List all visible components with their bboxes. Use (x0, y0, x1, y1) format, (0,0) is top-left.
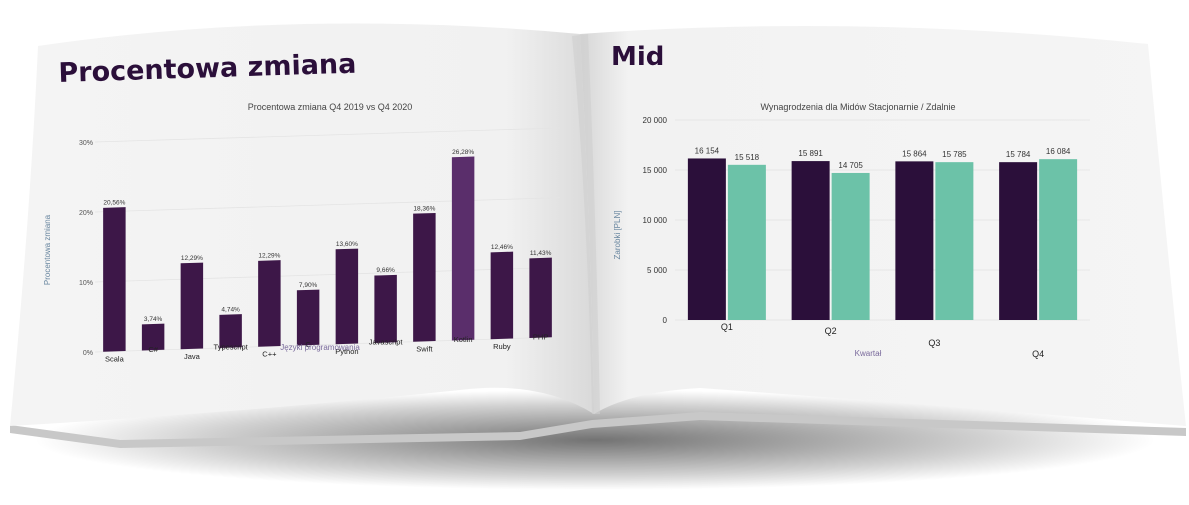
left-bar (413, 212, 436, 342)
left-x-tick-label: C (305, 340, 311, 349)
left-x-tick-label: C++ (262, 349, 277, 358)
left-value-label: 9,66% (376, 267, 395, 274)
right-y-tick-label: 5 000 (647, 266, 668, 275)
left-value-label: 12,29% (258, 252, 280, 259)
left-bar (335, 248, 359, 345)
left-chart-value-labels: 20,56% 3,74% 12,29% 4,74% 12,29% 7,90% 13,60% 9… (103, 149, 551, 323)
right-value-label: 16 154 (695, 146, 720, 155)
left-value-label: 12,46% (491, 244, 513, 251)
left-bar (529, 257, 552, 338)
right-value-label: 15 784 (1006, 150, 1031, 159)
booklet-shadow (35, 390, 1155, 490)
left-value-label: 18,36% (413, 205, 435, 212)
right-value-label: 15 518 (735, 153, 760, 162)
right-value-label: 15 785 (942, 150, 967, 159)
right-chart-y-ticks: 0 5 000 10 000 15 000 20 000 (643, 116, 668, 325)
left-bar (103, 207, 126, 352)
left-bar (258, 260, 281, 347)
left-value-label: 13,60% (336, 241, 358, 248)
right-chart-title: Wynagrodzenia dla Midów Stacjonarnie / Z… (760, 102, 955, 112)
left-bar (451, 156, 475, 341)
left-y-tick-label: 30% (79, 140, 93, 147)
left-x-tick-label: Java (184, 352, 201, 361)
right-bar (935, 162, 974, 320)
right-value-label: 15 891 (798, 149, 823, 158)
left-page-edge (10, 420, 592, 448)
right-page-edge (592, 412, 1186, 436)
right-value-label: 16 084 (1046, 147, 1071, 156)
right-chart-xlabel: Kwartał (855, 349, 882, 358)
left-chart-bars (103, 156, 552, 352)
left-chart-ylabel: Procentowa zmiana (43, 214, 52, 285)
right-bar (999, 162, 1038, 320)
left-chart-title: Procentowa zmiana Q4 2019 vs Q4 2020 (248, 102, 413, 112)
right-y-tick-label: 10 000 (643, 216, 668, 225)
left-x-tick-label: C# (148, 345, 158, 354)
right-page-title: Mid (611, 42, 665, 72)
left-chart-xlabel: Języki programowania (280, 343, 360, 352)
left-bar (296, 289, 320, 346)
left-gridline (94, 127, 561, 143)
gutter-shade (572, 34, 600, 414)
left-gridline (94, 336, 561, 353)
left-value-label: 4,74% (221, 306, 240, 313)
left-gridline (94, 266, 561, 283)
left-value-label: 20,56% (103, 199, 125, 206)
left-value-label: 3,74% (144, 316, 163, 323)
left-y-tick-label: 20% (79, 210, 93, 217)
left-chart-gridlines (94, 127, 561, 353)
right-chart-x-ticks: Q1 Q2 Q3 Q4 (721, 322, 1044, 359)
right-chart-ylabel: Zarobki [PLN] (613, 211, 622, 260)
left-bar (141, 323, 165, 351)
left-value-label: 11,43% (530, 250, 552, 257)
left-x-tick-label: Scala (105, 354, 125, 363)
right-value-label: 14 705 (838, 161, 863, 170)
left-value-label: 12,29% (181, 255, 203, 262)
right-bar (687, 158, 726, 320)
left-y-tick-label: 0% (83, 350, 93, 357)
right-bar (1039, 159, 1078, 320)
left-y-tick-label: 10% (79, 280, 93, 287)
right-y-tick-label: 0 (663, 316, 668, 325)
right-page (580, 26, 1186, 426)
right-x-tick-label: Q3 (928, 338, 940, 348)
left-bar (219, 314, 242, 348)
right-x-tick-label: Q2 (825, 326, 837, 336)
right-bar (831, 172, 870, 320)
left-x-tick-label: PHP (533, 333, 548, 342)
left-bar (490, 251, 514, 340)
right-x-tick-label: Q4 (1032, 349, 1044, 359)
right-bar (895, 161, 934, 320)
right-bar (727, 164, 766, 320)
right-y-tick-label: 15 000 (643, 166, 668, 175)
left-chart-x-ticks: Scala C# Java Typescript C++ C Python Javascrip… (105, 333, 548, 364)
left-x-tick-label: Python (335, 347, 358, 356)
left-chart-y-ticks: 0% 10% 20% 30% (79, 140, 93, 357)
right-bar (791, 161, 830, 320)
right-x-tick-label: Q1 (721, 322, 733, 332)
left-x-tick-label: Ruby (493, 342, 511, 351)
left-x-tick-label: Typescript (214, 343, 249, 352)
left-bar (180, 262, 204, 350)
left-gridline (94, 197, 561, 213)
left-x-tick-label: Swift (416, 344, 433, 353)
right-y-tick-label: 20 000 (643, 116, 668, 125)
left-value-label: 7,90% (299, 282, 318, 289)
right-chart-value-labels: 16 154 15 518 15 891 14 705 15 864 15 785 15 7… (695, 146, 1071, 169)
left-value-label: 26,28% (452, 149, 474, 156)
right-chart-bars (687, 158, 1078, 320)
right-value-label: 15 864 (902, 149, 927, 158)
left-x-tick-label: Kotlin (454, 335, 473, 344)
left-bar (374, 274, 397, 343)
left-x-tick-label: Javascript (369, 338, 404, 347)
